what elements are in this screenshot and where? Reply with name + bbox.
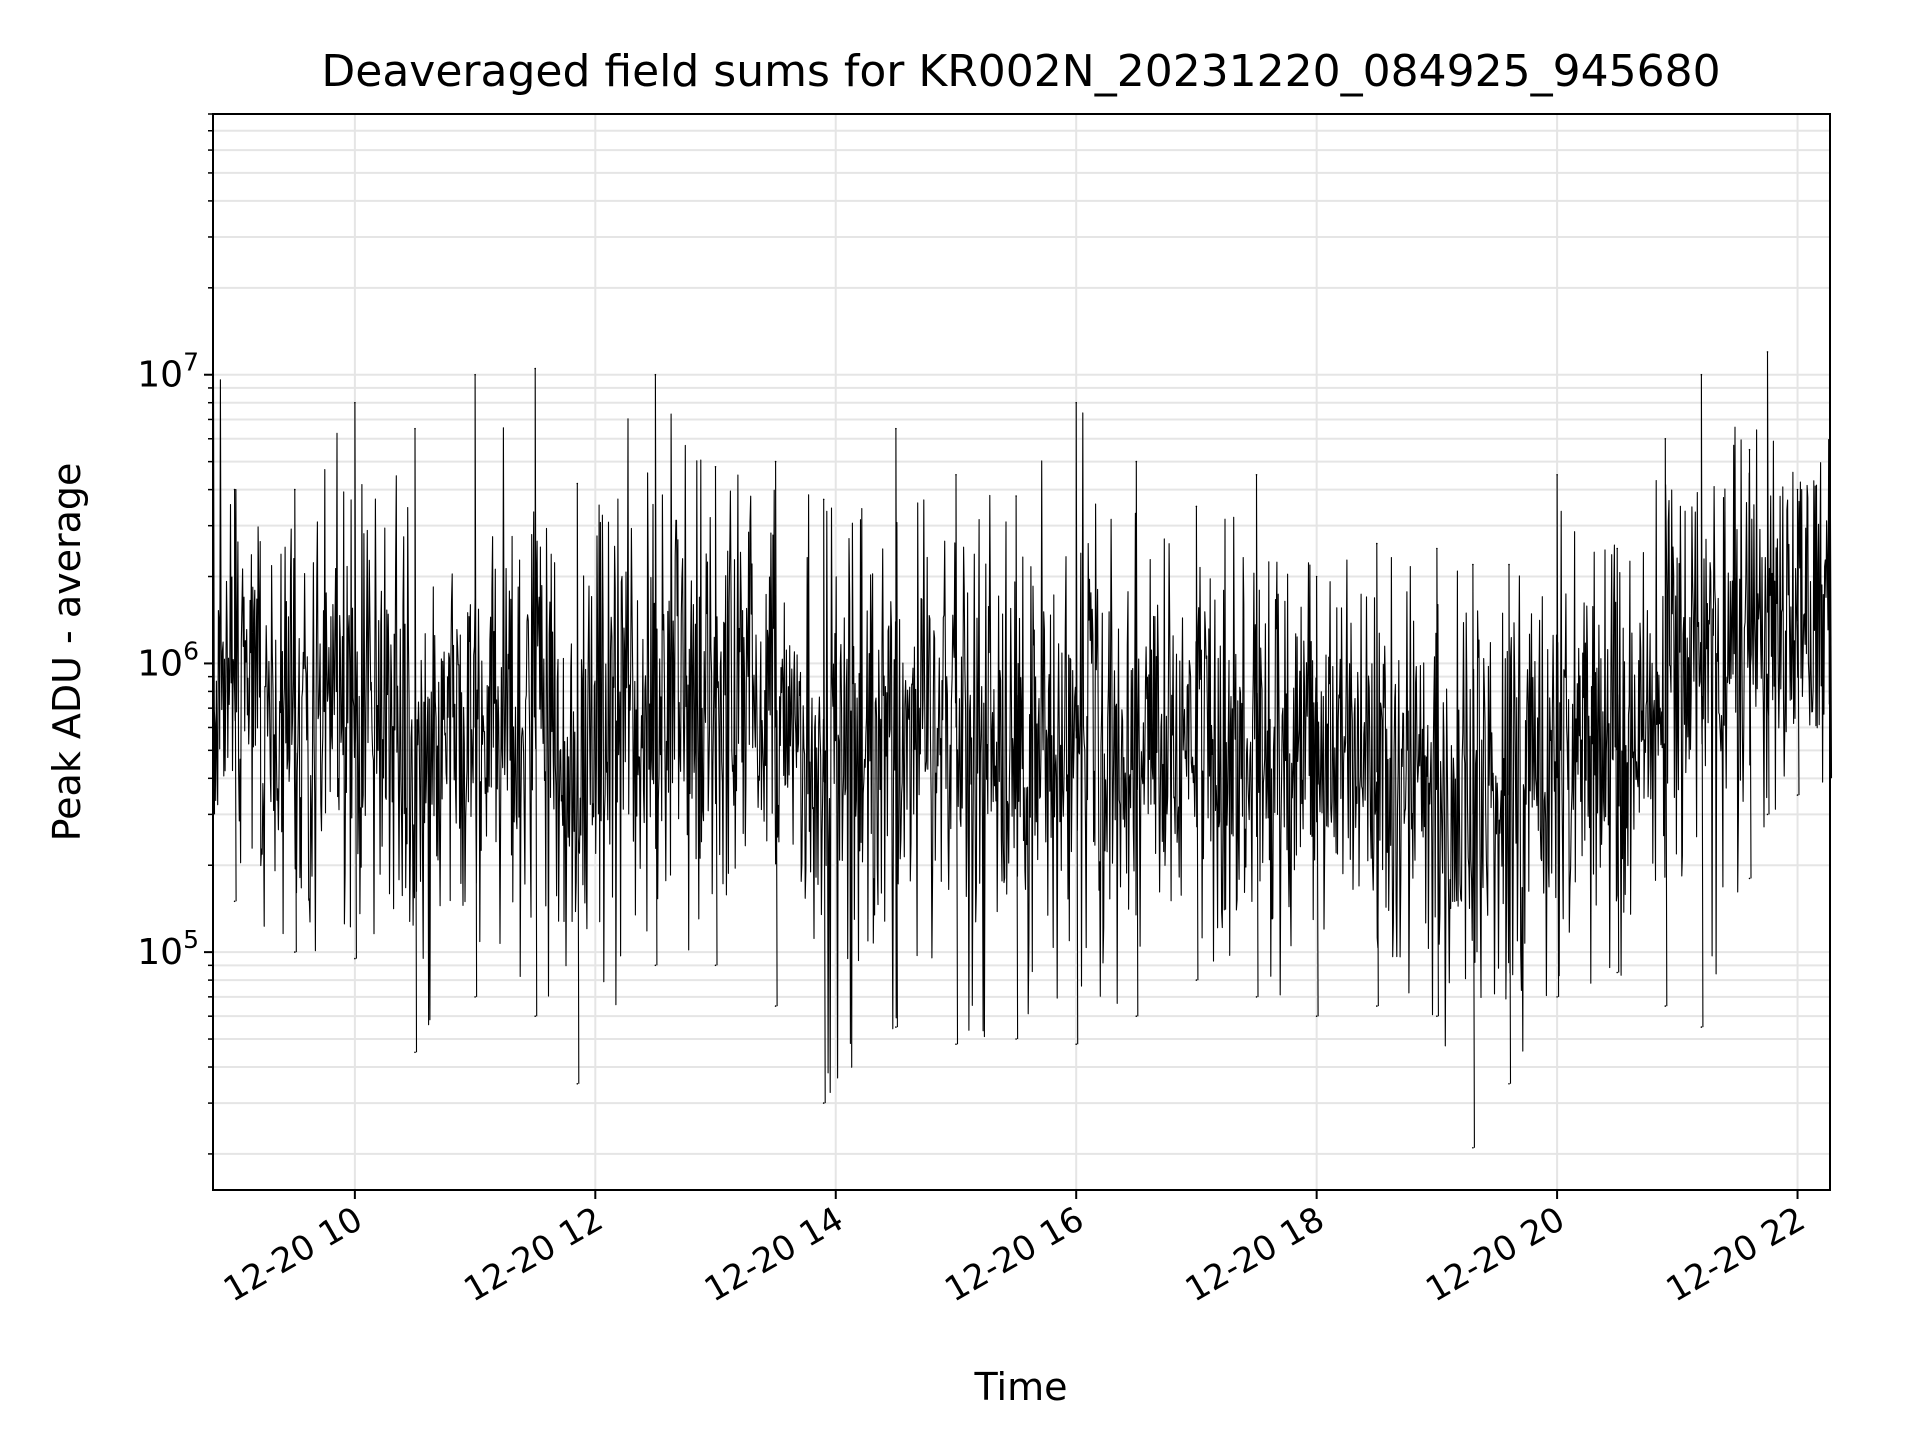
peak-point xyxy=(895,428,897,430)
x-axis-label: Time xyxy=(974,1365,1068,1409)
peak-point xyxy=(823,499,825,501)
peak-point xyxy=(577,483,579,485)
trough-point xyxy=(1436,1015,1438,1017)
trough-point xyxy=(775,1005,777,1007)
trough-point xyxy=(1701,1026,1703,1028)
y-tick-exponent: 6 xyxy=(183,636,199,665)
peak-point xyxy=(354,402,356,404)
y-tick-base: 10 xyxy=(137,355,183,396)
peak-point xyxy=(1556,474,1558,476)
trough-point xyxy=(1797,794,1799,796)
trough-point xyxy=(474,996,476,998)
chart-title: Deaveraged field sums for KR002N_2023122… xyxy=(321,46,1720,97)
peak-point xyxy=(1797,489,1799,491)
peak-point xyxy=(1316,576,1318,578)
trough-point xyxy=(1075,1043,1077,1045)
peak-point xyxy=(1136,461,1138,463)
trough-point xyxy=(1256,996,1258,998)
trough-point xyxy=(1015,1038,1017,1040)
peak-point xyxy=(294,489,296,491)
trough-point xyxy=(414,1052,416,1054)
peak-point xyxy=(775,461,777,463)
trough-point xyxy=(715,965,717,967)
peak-point xyxy=(1767,351,1769,353)
trough-point xyxy=(354,958,356,960)
peak-point xyxy=(1508,564,1510,566)
y-tick-exponent: 5 xyxy=(183,925,199,954)
peak-point xyxy=(1075,402,1077,404)
peak-point xyxy=(955,474,957,476)
peak-point xyxy=(1616,548,1618,550)
peak-point xyxy=(1436,548,1438,550)
trough-point xyxy=(1767,814,1769,816)
trough-point xyxy=(1556,996,1558,998)
trough-point xyxy=(294,951,296,953)
trough-point xyxy=(1472,1147,1474,1149)
y-axis-label: Peak ADU - average xyxy=(45,463,89,842)
peak-point xyxy=(474,374,476,376)
peak-point xyxy=(655,374,657,376)
peak-point xyxy=(1665,438,1667,440)
trough-point xyxy=(234,901,236,903)
peak-point xyxy=(1256,474,1258,476)
peak-point xyxy=(715,466,717,468)
peak-point xyxy=(234,489,236,491)
peak-point xyxy=(1015,495,1017,497)
trough-point xyxy=(1665,1005,1667,1007)
peak-point xyxy=(1472,564,1474,566)
trough-point xyxy=(577,1083,579,1085)
peak-point xyxy=(534,368,536,370)
trough-point xyxy=(1376,1005,1378,1007)
trough-point xyxy=(955,1043,957,1045)
y-tick-base: 10 xyxy=(137,643,183,684)
trough-point xyxy=(823,1102,825,1104)
peak-point xyxy=(1701,374,1703,376)
peak-point xyxy=(414,428,416,430)
trough-point xyxy=(1616,972,1618,974)
peak-point xyxy=(1376,543,1378,545)
trough-point xyxy=(1508,1083,1510,1085)
peak-point xyxy=(1749,449,1751,451)
trough-point xyxy=(895,1026,897,1028)
trough-point xyxy=(1136,1015,1138,1017)
trough-point xyxy=(1196,979,1198,981)
peak-point xyxy=(1196,506,1198,508)
trough-point xyxy=(534,1015,536,1017)
y-tick-base: 10 xyxy=(137,932,183,973)
trough-point xyxy=(655,965,657,967)
trough-point xyxy=(1316,1015,1318,1017)
y-tick-exponent: 7 xyxy=(183,348,199,377)
chart: 12-20 10 12-20 12 12-20 14 12-20 16 12-20 18… xyxy=(0,0,1920,1440)
trough-point xyxy=(1749,878,1751,880)
